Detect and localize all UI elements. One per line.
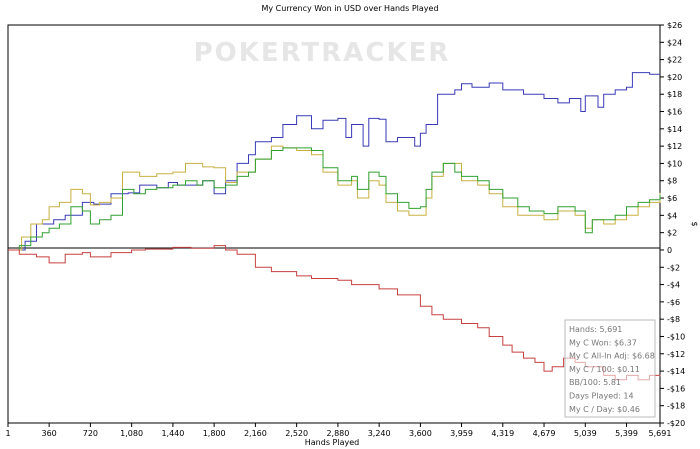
x-tick-label: 5,399 [615,429,638,438]
x-tick-label: 2,160 [244,429,267,438]
y-tick-label: -$14 [667,367,685,376]
stats-line: My C All-In Adj: $6.68 [569,352,655,361]
x-tick-label: 5,039 [574,429,597,438]
watermark: POKERTRACKER [194,38,451,68]
x-tick-label: 3,600 [409,429,432,438]
series-line-2 [8,145,661,251]
y-tick-label: -$4 [667,281,680,290]
x-tick-label: 1,800 [203,429,226,438]
y-tick-label: $10 [667,159,682,168]
series-line-4 [8,245,661,381]
stats-line: My C Won: $6.37 [569,338,637,347]
y-tick-label: -$16 [667,384,685,393]
stats-line: Days Played: 14 [569,392,634,401]
x-tick-label: 1,080 [120,429,143,438]
x-tick-label: 1,440 [161,429,184,438]
x-tick-label: 3,959 [450,429,473,438]
y-tick-label: $18 [667,90,682,99]
y-tick-label: $4 [667,211,677,220]
x-tick-label: 360 [41,429,56,438]
stats-box-background [564,319,656,418]
y-tick-label: $6 [667,194,677,203]
y-tick-label: -$10 [667,332,685,341]
y-tick-label: $24 [667,38,682,47]
stats-box: Hands: 5,691 My C Won: $6.37 My C All-In A… [564,319,656,418]
y-tick-label: -$2 [667,263,680,272]
y-tick-label: $8 [667,177,677,186]
y-tick-label: $2 [667,229,677,238]
y-tick-label: $14 [667,125,682,134]
y-tick-label: $16 [667,108,682,117]
y-tick-label: -$12 [667,350,685,359]
x-tick-label: 2,520 [285,429,308,438]
y-tick-label: 0 [667,246,672,255]
y-tick-label: $22 [667,56,682,65]
y-tick-label: -$20 [667,419,685,428]
y-tick-label: $12 [667,142,682,151]
x-axis-label: Hands Played [305,438,359,447]
y-tick-label: -$8 [667,315,680,324]
x-tick-label: 4,679 [533,429,556,438]
x-tick-label: 5,691 [649,429,672,438]
series-line-3 [8,147,661,251]
stats-line: My C / Day: $0.46 [569,405,640,414]
series-group [8,72,661,381]
x-tick-label: 1 [5,429,10,438]
x-tick-label: 3,240 [368,429,391,438]
x-tick-label: 2,880 [326,429,349,438]
stats-line: BB/100: 5.81 [569,378,621,387]
y-tick-label: $26 [667,21,682,30]
plot-frame [7,24,661,424]
y-tick-label: -$6 [667,298,680,307]
y-tick-label: -$18 [667,402,685,411]
x-tick-label: 720 [83,429,98,438]
y-axis-label: $ [690,221,699,226]
y-axis: $26$24$22$20$18$16$14$12$10$8$6$4$20-$2-… [660,21,685,428]
stats-line: My C / 100: $0.11 [569,365,640,374]
series-line-1 [8,72,660,251]
stats-line: Hands: 5,691 [569,325,622,334]
chart-title: My Currency Won in USD over Hands Played [261,4,438,13]
y-tick-label: $20 [667,73,682,82]
x-axis: 1 360 720 1,080 1,440 1,800 2,160 2,520 2,880 3,2… [5,423,671,438]
x-tick-label: 4,319 [491,429,514,438]
